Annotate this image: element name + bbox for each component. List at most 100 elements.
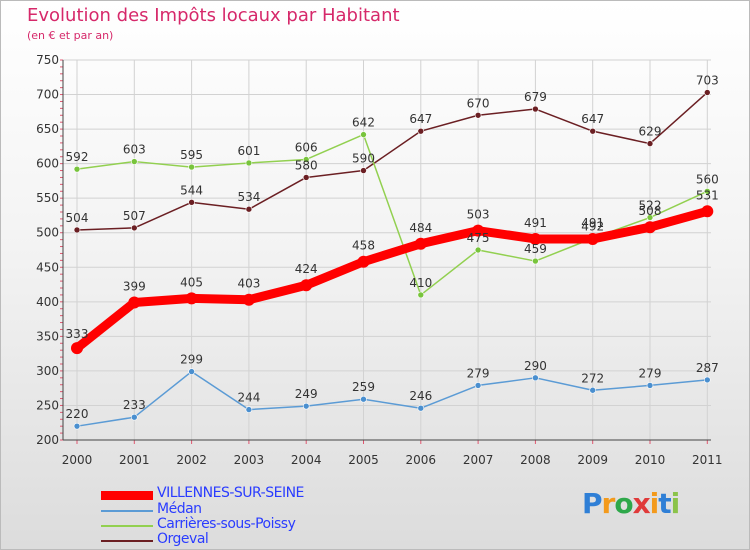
data-point (532, 374, 539, 382)
data-label: 484 (409, 221, 432, 235)
legend-label-orgeval: Orgeval (157, 531, 209, 547)
data-point (472, 224, 485, 237)
x-tick-label: 2001 (119, 453, 150, 467)
data-point (300, 279, 313, 292)
legend-swatch-orgeval (101, 540, 153, 542)
logo-letter: i (649, 487, 660, 520)
data-label: 670 (467, 96, 490, 110)
series-line (72, 206, 712, 353)
data-label: 279 (467, 366, 490, 380)
x-tick-label: 2003 (234, 453, 265, 467)
data-label: 703 (696, 73, 719, 87)
logo-letter: t (658, 487, 671, 520)
data-point (589, 386, 597, 394)
series-line (76, 91, 709, 231)
legend-label-villennes: VILLENNES-SUR-SEINE (157, 485, 304, 501)
y-tick-label: 200 (36, 433, 59, 447)
legend-swatch-carrieres (101, 525, 153, 527)
data-label: 590 (352, 152, 375, 166)
x-tick-label: 2007 (463, 453, 494, 467)
data-point (188, 199, 195, 206)
data-point (417, 127, 425, 135)
data-point (703, 89, 711, 96)
y-tick-label: 500 (36, 226, 59, 240)
data-point (646, 214, 654, 221)
data-label: 259 (352, 380, 375, 394)
y-tick-label: 400 (36, 295, 59, 309)
x-tick-label: 2002 (176, 453, 207, 467)
data-point (131, 413, 138, 421)
data-label: 299 (180, 353, 203, 367)
x-tick-label: 2011 (692, 453, 723, 467)
data-point (73, 226, 81, 234)
series-line (76, 133, 709, 296)
data-point (302, 156, 310, 163)
data-point (417, 404, 425, 412)
data-label: 629 (639, 125, 662, 139)
data-point (245, 159, 253, 167)
logo-letter: x (632, 487, 651, 520)
logo-letter: r (601, 487, 616, 520)
y-tick-label: 700 (36, 88, 59, 102)
data-point (474, 382, 482, 389)
data-label: 503 (467, 208, 490, 222)
data-label: 531 (696, 188, 719, 202)
x-tick-label: 2008 (520, 453, 551, 467)
data-point (646, 382, 654, 389)
data-label: 459 (524, 242, 547, 256)
data-point (302, 402, 310, 410)
data-point (71, 342, 83, 355)
data-point (185, 292, 198, 305)
data-point (357, 255, 370, 268)
data-label: 534 (237, 190, 260, 204)
data-label: 647 (581, 112, 604, 126)
data-label: 410 (409, 276, 432, 290)
data-label: 333 (66, 327, 89, 341)
data-label: 244 (237, 391, 260, 405)
data-label: 405 (180, 275, 203, 289)
data-point (188, 163, 195, 171)
data-label: 458 (352, 239, 375, 253)
data-point (131, 224, 138, 232)
data-point (128, 296, 141, 309)
data-point (529, 232, 542, 245)
data-label: 272 (581, 371, 604, 385)
data-point (360, 131, 367, 138)
y-tick-label: 750 (36, 53, 59, 67)
legend-label-medan: Médan (157, 501, 202, 517)
x-tick-label: 2005 (348, 453, 379, 467)
data-label: 249 (295, 387, 318, 401)
y-tick-label: 550 (36, 191, 59, 205)
data-label: 522 (639, 199, 662, 213)
data-label: 491 (524, 216, 547, 230)
data-point (242, 293, 255, 306)
y-tick-label: 300 (36, 364, 59, 378)
data-label: 507 (123, 209, 146, 223)
data-label: 592 (66, 150, 89, 164)
data-point (73, 165, 81, 173)
x-tick-label: 2004 (291, 453, 322, 467)
logo-letter: i (670, 487, 681, 520)
data-point (703, 376, 711, 384)
data-label: 492 (581, 219, 604, 233)
data-point (73, 422, 81, 430)
data-point (474, 246, 482, 254)
x-tick-label: 2006 (406, 453, 437, 467)
data-point (644, 221, 656, 234)
data-point (532, 257, 539, 265)
data-point (245, 205, 253, 213)
y-tick-label: 600 (36, 157, 59, 171)
y-tick-label: 250 (36, 398, 59, 412)
data-point (245, 406, 253, 413)
x-tick-label: 2009 (577, 453, 608, 467)
series-line (76, 370, 709, 427)
data-label: 642 (352, 116, 375, 130)
data-point (586, 232, 599, 245)
legend-swatch-medan (101, 510, 153, 512)
data-point (474, 111, 482, 119)
data-label: 580 (295, 158, 318, 172)
data-label: 424 (295, 262, 318, 276)
data-label: 560 (696, 172, 719, 186)
